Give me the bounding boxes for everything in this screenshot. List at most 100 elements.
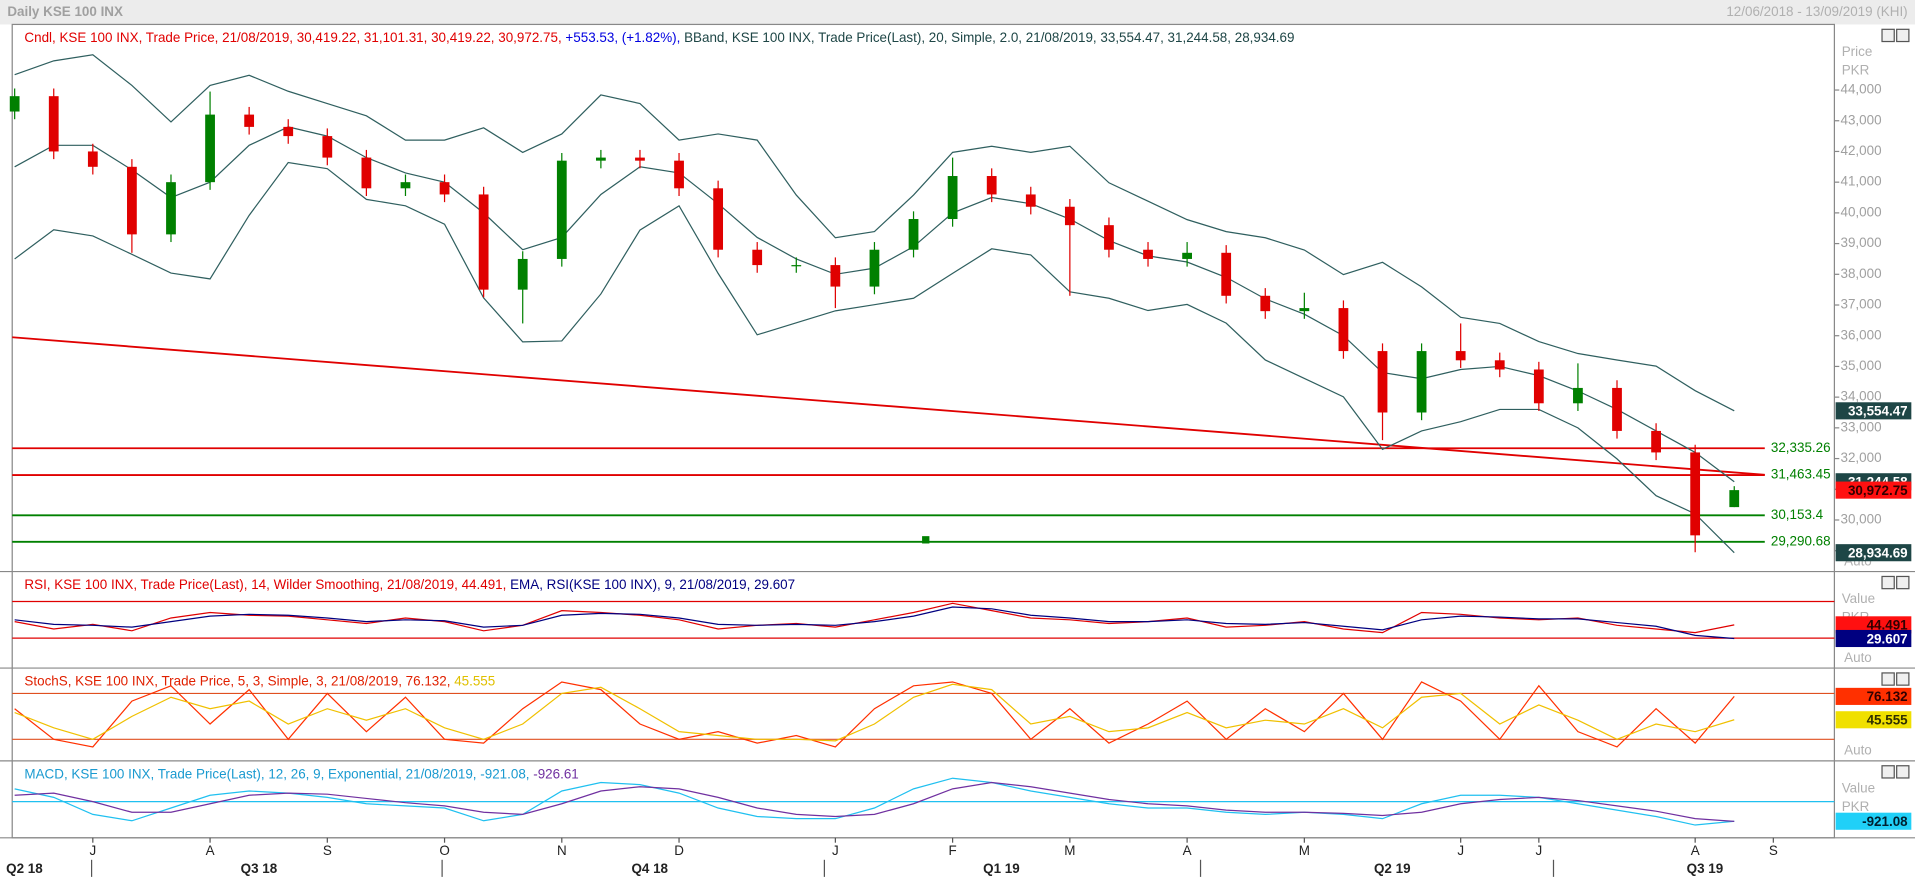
axis-unit: PKR — [1842, 799, 1870, 814]
legend-item: Cndl, KSE 100 INX, Trade Price, 21/08/20… — [24, 29, 565, 44]
date-range: 12/06/2018 - 13/09/2019 (KHI) — [1726, 4, 1907, 19]
quarter-separators — [90, 859, 1555, 877]
legend-item: 45.555 — [454, 673, 495, 688]
panel-legend: RSI, KSE 100 INX, Trade Price(Last), 14,… — [24, 577, 795, 592]
panel-button — [1896, 765, 1910, 779]
candle-body — [87, 151, 98, 167]
value-box — [1835, 616, 1912, 634]
legend-item: RSI, KSE 100 INX, Trade Price(Last), 14,… — [24, 577, 510, 592]
legend-item: EMA, RSI(KSE 100 INX), 9, 21/08/2019, 29… — [510, 577, 795, 592]
value-box-label: 33,554.47 — [1848, 404, 1908, 419]
panel-legend: MACD, KSE 100 INX, Trade Price(Last), 12… — [24, 766, 578, 781]
panel-button — [1881, 575, 1895, 590]
candle-body — [1260, 295, 1271, 312]
panel-button — [1896, 28, 1910, 43]
series-line — [14, 161, 1735, 554]
x-tick-label: S — [1769, 843, 1778, 858]
x-tick-label: M — [1064, 843, 1075, 858]
candle-body — [556, 160, 567, 259]
candle-body — [517, 258, 528, 290]
y-tick-label: 35,000 — [1841, 358, 1882, 373]
candle-body — [986, 176, 997, 195]
y-tick-label: 37,000 — [1841, 297, 1882, 312]
legend-item: +553.53, (+1.82%), — [565, 29, 684, 44]
x-tick-label: J — [89, 843, 96, 858]
candle-body — [439, 182, 450, 195]
candle-body — [1064, 206, 1075, 226]
value-box-label: 44.491 — [1867, 618, 1909, 633]
candle-body — [947, 176, 958, 220]
panel-button — [1896, 575, 1910, 590]
candle-body — [478, 194, 489, 290]
candle-body — [1729, 490, 1740, 508]
candle-body — [674, 160, 684, 189]
legend-item: MACD, KSE 100 INX, Trade Price(Last), 12… — [24, 766, 533, 781]
quarter-label: Q1 19 — [983, 861, 1020, 876]
y-tick-label: 44,000 — [1841, 82, 1882, 97]
candle-body — [1377, 351, 1388, 413]
candle-body — [166, 182, 176, 235]
candle-body — [1104, 225, 1114, 250]
level-label: 31,463.45 — [1771, 467, 1831, 482]
x-tick-label: D — [674, 843, 684, 858]
candle-body — [1651, 430, 1661, 453]
axis-label: Price — [1842, 44, 1873, 59]
candle-body — [127, 166, 137, 235]
series-line — [14, 606, 1735, 640]
candle-body — [1533, 369, 1544, 404]
series-line — [14, 54, 1735, 412]
y-tick-label: 34,000 — [1841, 389, 1882, 404]
candle-body — [635, 157, 645, 161]
axis-unit: PKR — [1842, 62, 1870, 77]
series-line — [14, 602, 1735, 634]
legend-item: BBand, KSE 100 INX, Trade Price(Last), 2… — [684, 29, 1294, 44]
candle-body — [1416, 351, 1427, 413]
panel-legend: StochS, KSE 100 INX, Trade Price, 5, 3, … — [24, 673, 495, 688]
candle-body — [1143, 249, 1153, 259]
value-box — [1835, 629, 1912, 648]
candle-body — [322, 136, 333, 158]
x-tick-label: A — [206, 843, 215, 858]
panel-button — [1881, 765, 1895, 779]
candle-body — [869, 249, 880, 287]
legend-item: StochS, KSE 100 INX, Trade Price, 5, 3, … — [24, 673, 454, 688]
y-tick-label: 41,000 — [1841, 174, 1882, 189]
quarter-label: Q2 19 — [1374, 861, 1411, 876]
x-tick-label: J — [1457, 843, 1464, 858]
candle-body — [1612, 387, 1622, 431]
y-tick-label: 32,000 — [1841, 450, 1882, 465]
candle-body — [361, 157, 372, 189]
y-tick-label: 30,000 — [1841, 512, 1882, 527]
candle-body — [791, 265, 802, 267]
y-tick-label: 38,000 — [1841, 266, 1882, 281]
axis-label: Value — [1842, 781, 1875, 796]
candle-body — [400, 182, 411, 189]
candle-body — [1299, 308, 1310, 312]
value-box-label: 30,972.75 — [1848, 483, 1908, 498]
value-box-label: 28,934.69 — [1848, 545, 1908, 560]
x-tick-label: A — [1691, 843, 1700, 858]
x-tick-label: N — [557, 843, 567, 858]
candle-body — [1182, 252, 1192, 259]
candle-body — [1455, 351, 1466, 361]
candle-body — [830, 265, 841, 287]
panel-button — [1881, 28, 1895, 43]
candle-body — [595, 157, 606, 161]
panel-legend: Cndl, KSE 100 INX, Trade Price, 21/08/20… — [24, 29, 1294, 44]
value-box — [1835, 402, 1912, 420]
level-label: 32,335.26 — [1771, 440, 1831, 455]
candle-body — [1025, 194, 1036, 207]
candle-body — [205, 114, 215, 183]
value-box — [1835, 544, 1912, 562]
y-tick-label: 43,000 — [1841, 112, 1882, 127]
candle-body — [283, 126, 294, 137]
candle-body — [48, 96, 59, 152]
scale-mode: Auto — [1844, 650, 1872, 665]
legend-item: -926.61 — [533, 766, 579, 781]
level-label: 29,290.68 — [1771, 533, 1831, 548]
y-tick-label: 33,000 — [1841, 419, 1882, 434]
scale-mode: Auto — [1844, 743, 1872, 758]
candle-body — [1690, 452, 1701, 536]
chart-title: Daily KSE 100 INX — [7, 4, 123, 19]
